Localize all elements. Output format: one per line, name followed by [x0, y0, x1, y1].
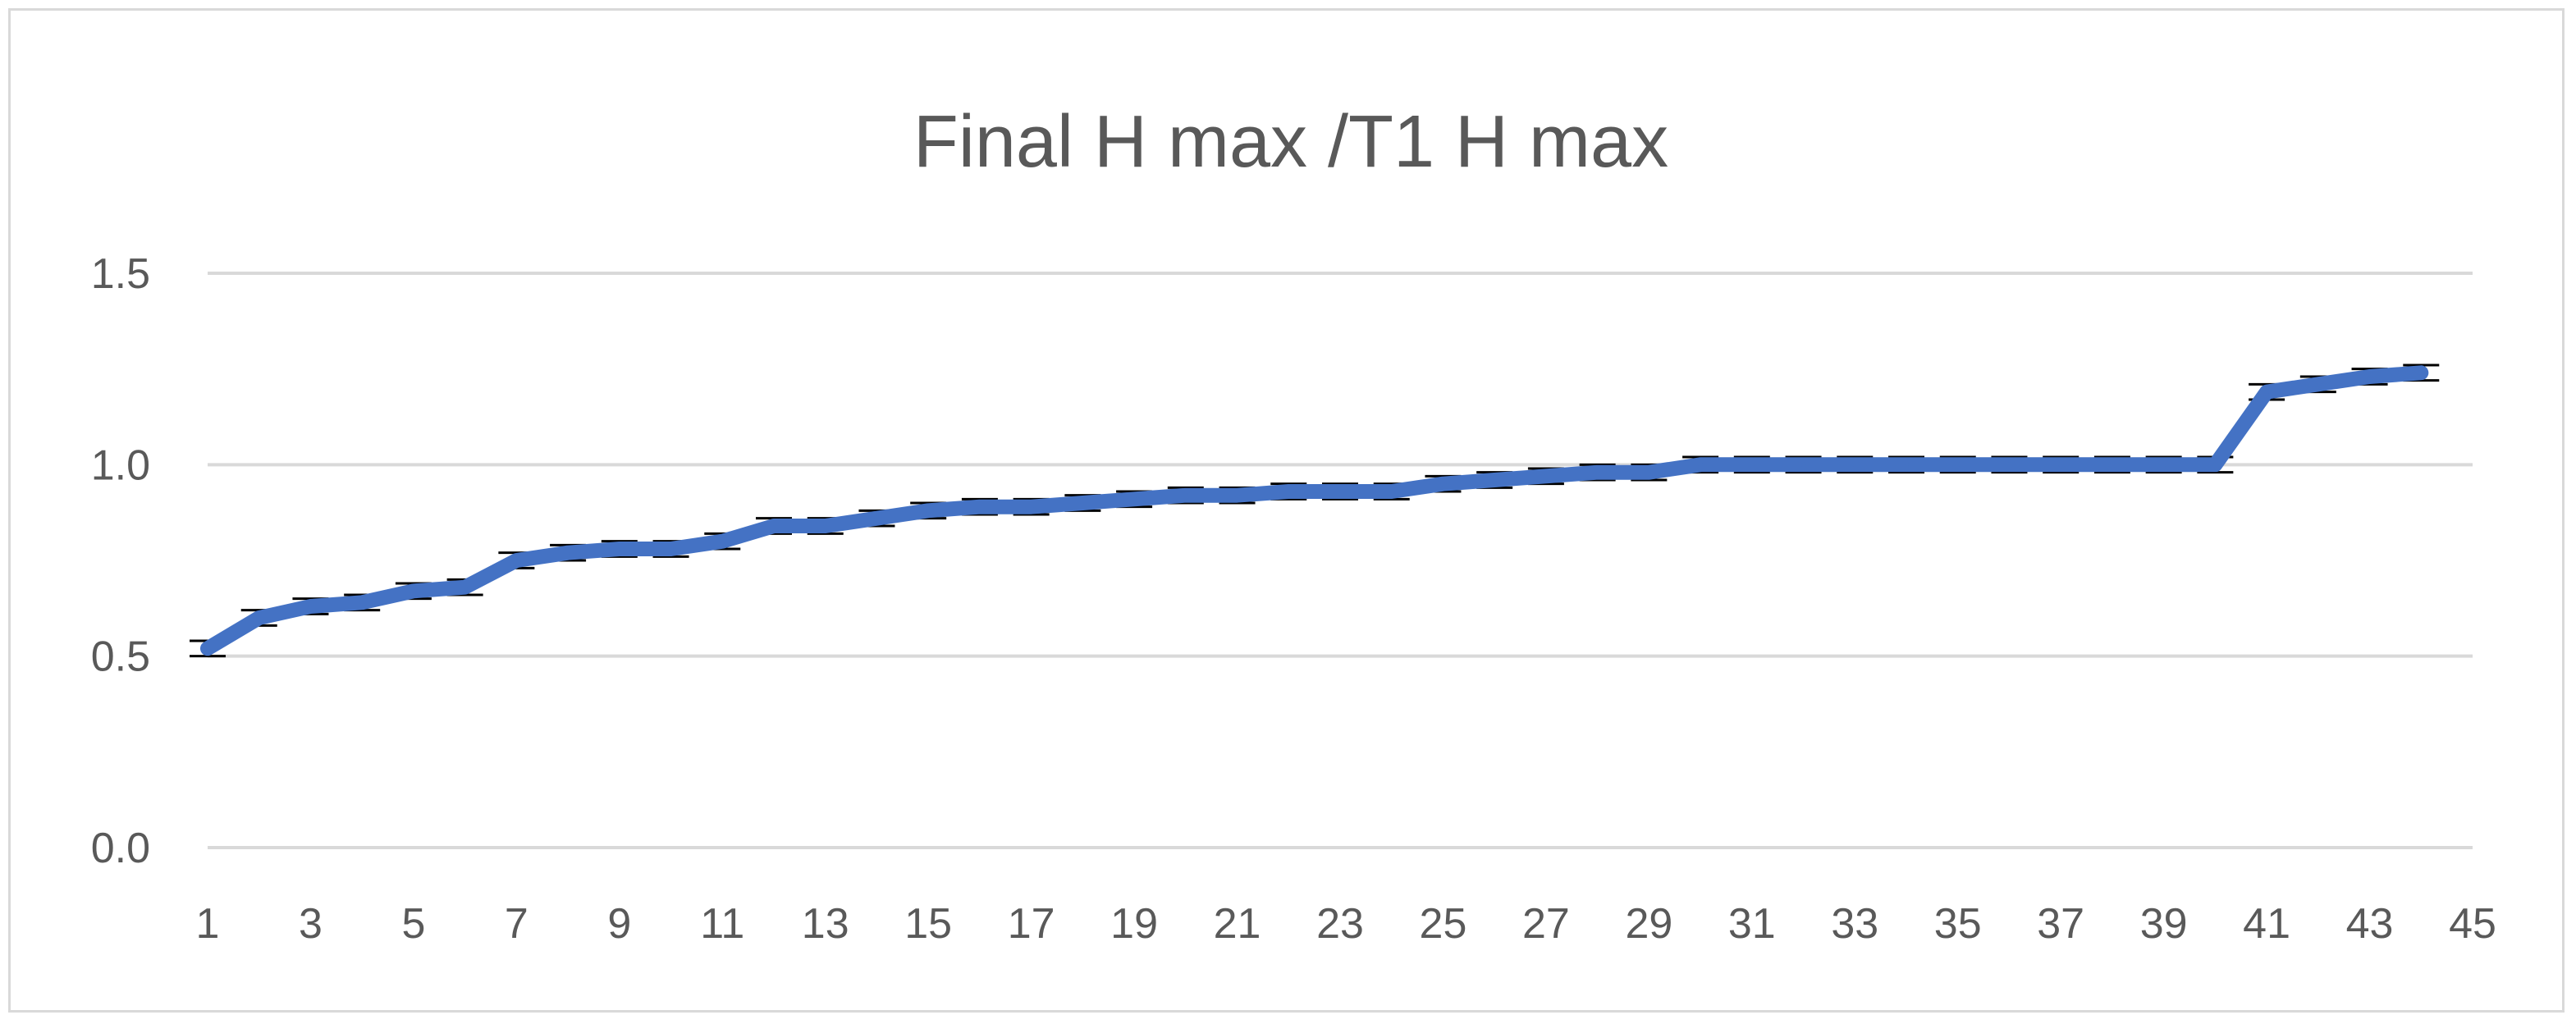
x-tick-label: 35 [1934, 900, 1982, 948]
x-tick-label: 23 [1316, 900, 1364, 948]
x-tick-label: 5 [401, 900, 425, 948]
chart-title: Final H max /T1 H max [913, 101, 1668, 183]
data-point [2264, 389, 2270, 395]
x-tick-label: 11 [700, 900, 744, 948]
gridlines [208, 272, 2473, 849]
x-tick-label: 31 [1728, 900, 1776, 948]
data-point [1955, 462, 1961, 468]
x-tick-label: 33 [1831, 900, 1878, 948]
x-tick-label: 7 [505, 900, 528, 948]
x-tick-label: 15 [904, 900, 952, 948]
data-point [1492, 478, 1498, 482]
data-point [977, 504, 982, 510]
data-point [2418, 370, 2424, 376]
data-point [514, 558, 519, 563]
y-axis-tick-labels: 0.0 0.5 1.0 1.5 [91, 250, 150, 872]
data-point [1646, 469, 1652, 475]
data-point [308, 604, 313, 609]
data-point [462, 584, 468, 590]
data-point [1543, 473, 1549, 479]
data-point [874, 515, 880, 521]
data-point [2109, 462, 2115, 468]
data-point [359, 600, 365, 606]
data-point [410, 588, 416, 594]
x-tick-label: 27 [1522, 900, 1570, 948]
x-tick-label: 19 [1110, 900, 1158, 948]
x-tick-label: 13 [802, 900, 849, 948]
data-point [1440, 481, 1446, 487]
x-tick-label: 17 [1008, 900, 1055, 948]
series-line-0 [200, 365, 2429, 656]
data-point [1595, 469, 1600, 475]
data-point [1286, 489, 1292, 494]
x-tick-label: 43 [2346, 900, 2394, 948]
data-point [2161, 462, 2166, 468]
x-axis-tick-labels: 1 3 5 7 9 11 13 15 17 19 21 23 25 27 29 31 33 35 37 39 41 43 4… [196, 900, 2496, 948]
y-tick-label: 1.5 [91, 250, 150, 298]
data-point [1852, 462, 1858, 468]
x-tick-label: 29 [1625, 900, 1672, 948]
x-tick-label: 41 [2243, 900, 2290, 948]
data-point [1749, 462, 1755, 468]
y-tick-label: 0.0 [91, 825, 150, 872]
x-tick-label: 3 [299, 900, 323, 948]
x-tick-label: 25 [1420, 900, 1467, 948]
x-tick-label: 37 [2037, 900, 2084, 948]
data-point [1389, 489, 1394, 494]
data-point [616, 546, 622, 551]
data-point [1338, 489, 1343, 494]
data-point [2058, 462, 2064, 468]
data-point [1234, 492, 1240, 498]
data-point [822, 523, 828, 528]
data-point [1800, 462, 1806, 468]
x-tick-label: 21 [1214, 900, 1261, 948]
data-point [926, 508, 931, 514]
data-point [1698, 462, 1704, 468]
data-point [1132, 496, 1137, 502]
data-point [2315, 382, 2321, 387]
data-point [1080, 501, 1086, 505]
data-point [256, 615, 262, 620]
data-point [1028, 504, 1034, 510]
data-point [2006, 462, 2012, 468]
data-point [771, 523, 776, 528]
y-tick-label: 1.0 [91, 441, 150, 489]
data-point [2367, 374, 2372, 379]
x-tick-label: 9 [607, 900, 631, 948]
series-layer [190, 363, 2440, 658]
y-tick-label: 0.5 [91, 633, 150, 681]
data-point [2212, 462, 2218, 468]
data-point [1904, 462, 1909, 468]
data-point [1183, 492, 1188, 498]
data-point [668, 546, 674, 551]
x-tick-label: 1 [196, 900, 220, 948]
x-tick-label: 39 [2140, 900, 2188, 948]
data-point [205, 646, 210, 651]
x-tick-label: 45 [2449, 900, 2496, 948]
data-point [565, 550, 571, 555]
data-point [720, 538, 725, 544]
